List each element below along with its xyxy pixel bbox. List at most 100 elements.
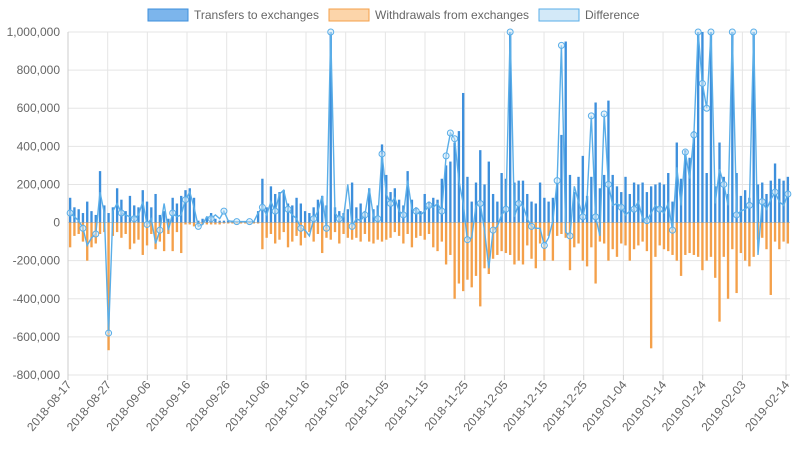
y-tick-label: 800,000 <box>17 63 61 77</box>
transfers-bar <box>406 171 409 223</box>
transfers-bar <box>167 218 170 223</box>
withdrawals-bar <box>73 222 76 236</box>
withdrawals-bar <box>462 222 465 292</box>
difference-point <box>745 201 753 209</box>
transfers-bar <box>180 195 183 223</box>
transfers-bar <box>368 188 371 223</box>
legend-swatch-transfers[interactable] <box>147 8 189 22</box>
difference-point <box>156 226 164 234</box>
transfers-bar <box>748 197 751 223</box>
withdrawals-bar <box>184 222 187 225</box>
legend-swatch-difference[interactable] <box>538 8 580 22</box>
y-tick-label: -600,000 <box>13 330 61 344</box>
withdrawals-bar <box>415 222 418 238</box>
difference-point <box>771 188 779 196</box>
withdrawals-bar <box>107 222 110 351</box>
difference-point <box>233 218 241 226</box>
withdrawals-bar <box>68 222 72 248</box>
difference-point <box>698 79 706 87</box>
withdrawals-bar <box>342 222 345 234</box>
transfers-bar <box>722 176 725 223</box>
transfers-bar <box>662 184 666 223</box>
difference-point <box>194 222 202 230</box>
transfers-bar <box>440 178 443 223</box>
withdrawals-bar <box>731 222 734 250</box>
transfers-bar <box>329 32 332 223</box>
withdrawals-bar <box>739 222 743 254</box>
withdrawals-bar <box>128 222 132 250</box>
transfers-bar <box>731 32 734 223</box>
withdrawals-bars <box>68 222 790 351</box>
withdrawals-bar <box>355 222 358 238</box>
difference-point <box>557 41 565 49</box>
transfers-bar <box>487 161 490 223</box>
y-tick-label: -800,000 <box>13 368 61 382</box>
withdrawals-bar <box>180 222 183 254</box>
withdrawals-bar <box>773 222 777 242</box>
withdrawals-bar <box>423 222 426 240</box>
transfers-bar <box>667 173 670 223</box>
difference-point <box>784 190 792 198</box>
difference-point <box>374 215 382 223</box>
legend-label-transfers[interactable]: Transfers to exchanges <box>194 8 319 22</box>
withdrawals-bar <box>269 222 273 234</box>
withdrawals-bar <box>470 222 473 288</box>
withdrawals-bar <box>137 222 140 240</box>
legend-swatch-withdrawals[interactable] <box>328 8 370 22</box>
transfers-bar <box>607 100 610 223</box>
y-tick-label: -200,000 <box>13 254 61 268</box>
y-tick-label: 400,000 <box>17 139 61 153</box>
transfers-bar <box>555 182 559 223</box>
withdrawals-bar <box>192 222 196 227</box>
transfers-bar <box>500 173 503 223</box>
withdrawals-bar <box>222 222 226 224</box>
difference-point <box>476 200 484 207</box>
transfers-bar <box>154 193 157 223</box>
transfers-bar <box>227 220 230 223</box>
difference-point <box>643 217 651 225</box>
transfers-bar <box>321 195 324 223</box>
withdrawals-bar <box>778 222 781 250</box>
withdrawals-bar <box>419 222 422 236</box>
withdrawals-bar <box>286 222 290 248</box>
legend-label-difference[interactable]: Difference <box>585 8 640 22</box>
difference-point <box>540 241 548 249</box>
withdrawals-bar <box>282 222 285 233</box>
withdrawals-bar <box>748 222 751 267</box>
difference-point <box>297 224 305 232</box>
transfers-bar <box>526 193 529 223</box>
withdrawals-bar <box>141 222 144 255</box>
withdrawals-bar <box>291 222 294 242</box>
transfers-bar <box>128 195 132 223</box>
legend: Transfers to exchanges Withdrawals from … <box>147 8 640 22</box>
difference-point <box>703 104 711 112</box>
transfers-bar <box>551 197 555 223</box>
transfers-bar <box>389 192 392 223</box>
withdrawals-bar <box>782 222 785 242</box>
difference-point <box>600 110 608 118</box>
withdrawals-bar <box>701 222 704 271</box>
difference-point <box>669 226 677 234</box>
transfers-bar <box>385 174 388 223</box>
legend-label-withdrawals[interactable]: Withdrawals from exchanges <box>375 8 529 22</box>
difference-point <box>220 207 228 215</box>
transfers-bar <box>547 201 550 223</box>
withdrawals-bar <box>765 222 768 250</box>
difference-point <box>758 198 766 206</box>
difference-point <box>79 224 87 232</box>
withdrawals-bar <box>239 222 243 224</box>
withdrawals-bar <box>432 222 435 248</box>
transfers-bar <box>543 197 546 223</box>
difference-point <box>579 213 587 221</box>
withdrawals-bar <box>265 222 268 238</box>
withdrawals-bar <box>444 222 448 265</box>
transfers-bar <box>261 178 264 223</box>
transfers-bar <box>205 216 209 223</box>
withdrawals-bar <box>568 222 572 271</box>
withdrawals-bar <box>479 222 482 307</box>
withdrawals-bar <box>714 222 717 278</box>
transfers-bar <box>769 180 772 223</box>
difference-point <box>528 222 536 230</box>
transfers-bar <box>201 218 204 223</box>
withdrawals-bar <box>154 222 157 250</box>
